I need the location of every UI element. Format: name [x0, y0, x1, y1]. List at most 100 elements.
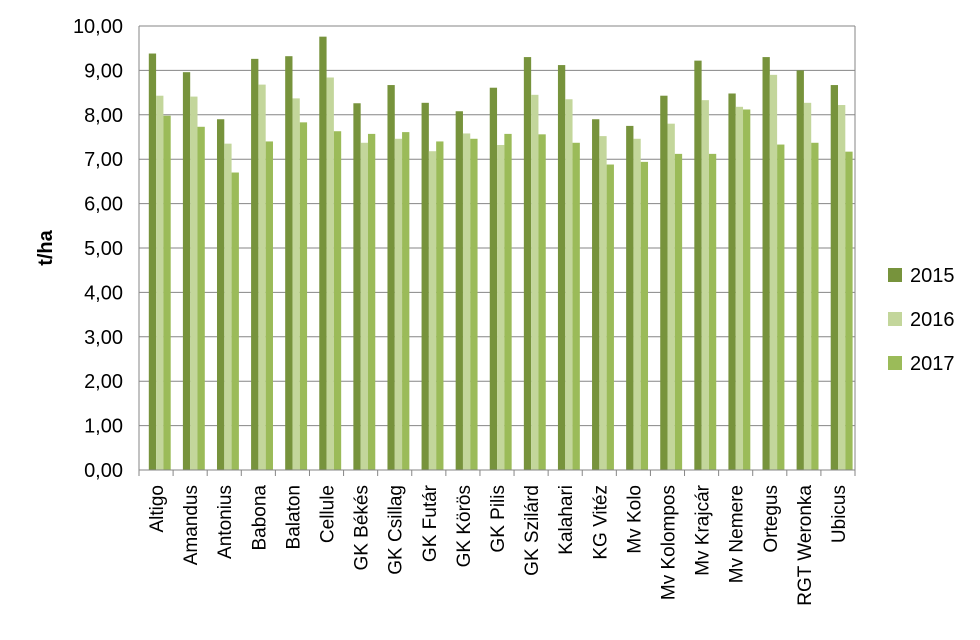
x-tick-label: GK Békés	[352, 485, 373, 571]
bar-2017	[640, 161, 649, 470]
bar-2017	[299, 122, 308, 471]
bar-2016	[667, 123, 675, 471]
y-tick-label: 2,00	[84, 371, 123, 393]
x-tick-label: Amandus	[181, 485, 202, 565]
bar-2017	[845, 151, 853, 471]
x-tick-label: Altigo	[147, 485, 168, 533]
bar-2016	[838, 105, 846, 471]
y-axis-label: t/ha	[35, 229, 57, 265]
x-tick-label: KG Vitéz	[590, 485, 611, 560]
y-tick-label: 4,00	[84, 282, 123, 304]
y-tick-label: 1,00	[84, 416, 123, 438]
bar-2017	[265, 141, 273, 470]
bar-2015	[557, 65, 566, 471]
bar-2016	[156, 95, 164, 470]
x-tick-label: Mv Nemere	[727, 485, 748, 583]
bar-2015	[455, 111, 463, 471]
x-tick-label: GK Körös	[454, 485, 475, 567]
legend-swatch-2016	[888, 312, 902, 326]
bar-2016	[769, 74, 778, 470]
bar-2016	[599, 136, 607, 470]
x-tick-label: Cellule	[318, 485, 339, 543]
bar-2016	[394, 138, 403, 470]
x-tick-label: Antonius	[215, 485, 236, 559]
x-tick-label: GK Futár	[420, 484, 441, 562]
x-tick-label: Ortegus	[761, 485, 782, 553]
legend-label: 2016	[910, 309, 955, 331]
y-tick-label: 7,00	[84, 149, 123, 171]
bar-2016	[803, 102, 812, 470]
bar-2016	[258, 84, 266, 470]
bar-2017	[231, 172, 239, 470]
y-tick-labels: 0,00 1,00 2,00 3,00 4,00 5,00 6,00 7,00 8,00 9,00…	[73, 16, 123, 482]
x-tick-label: Balaton	[283, 485, 304, 549]
bar-2016	[701, 100, 709, 470]
bar-2016	[360, 142, 368, 470]
legend: 2015 2016 2017	[888, 265, 955, 375]
y-tick-label: 0,00	[84, 460, 123, 482]
bar-2017	[708, 153, 717, 470]
x-tick-label: Kalahari	[556, 485, 577, 555]
bar-2015	[285, 56, 293, 470]
bar-2015	[592, 119, 600, 471]
bar-2016	[633, 138, 641, 470]
bar-2015	[251, 58, 259, 471]
bar-2017	[743, 109, 751, 471]
bar-2015	[796, 70, 804, 471]
bar-2017	[163, 115, 171, 471]
bar-2015	[762, 57, 770, 471]
bar-2015	[489, 87, 498, 470]
bar-2017	[777, 144, 785, 470]
legend-label: 2015	[910, 265, 955, 287]
axes	[138, 26, 856, 476]
x-tick-label: Ubicus	[829, 485, 850, 543]
bar-2016	[190, 96, 198, 470]
bar-2016	[565, 99, 573, 470]
y-tick-label: 6,00	[84, 194, 123, 216]
bar-2015	[182, 72, 191, 471]
bar-2017	[470, 138, 478, 470]
bar-2015	[830, 85, 839, 470]
bar-2017	[606, 164, 614, 470]
bar-2016	[735, 106, 744, 471]
bar-2016	[462, 133, 471, 470]
bar-2016	[224, 143, 232, 470]
x-tick-label: Mv Krajcár	[693, 484, 714, 575]
legend-swatch-2015	[888, 268, 902, 282]
bar-2015	[148, 53, 157, 470]
x-tick-label: GK Csillag	[386, 485, 407, 575]
bar-2017	[572, 142, 580, 470]
x-tick-labels: Altigo Amandus Antonius Babona Balaton Cellul…	[147, 484, 850, 605]
legend-swatch-2017	[888, 356, 902, 370]
legend-label: 2017	[910, 353, 955, 375]
x-tick-label: Mv Kolo	[624, 485, 645, 554]
bar-2016	[292, 98, 300, 470]
x-tick-label: GK Pilis	[488, 485, 509, 553]
x-tick-label: RGT Weronka	[795, 485, 816, 606]
bar-2015	[353, 103, 361, 471]
bar-2015	[387, 85, 395, 470]
bar-2015	[626, 125, 634, 471]
bar-2016	[428, 151, 437, 470]
bar-2016	[497, 144, 505, 470]
bar-2015	[421, 102, 429, 470]
bar-2017	[367, 133, 376, 470]
bar-2017	[333, 131, 342, 470]
bars	[148, 36, 853, 471]
bar-2017	[436, 141, 444, 470]
bar-2015	[523, 57, 532, 471]
x-tick-label: Mv Kolompos	[658, 485, 679, 600]
y-tick-label: 10,00	[73, 16, 123, 38]
y-tick-label: 5,00	[84, 238, 123, 260]
bar-2015	[216, 119, 225, 471]
bar-2017	[402, 132, 410, 470]
bar-2015	[660, 95, 668, 470]
y-tick-label: 3,00	[84, 327, 123, 349]
bar-2016	[326, 77, 334, 470]
x-tick-label: GK Szilárd	[522, 485, 543, 576]
bar-2017	[197, 126, 205, 471]
bar-2017	[504, 133, 512, 470]
bar-2017	[538, 134, 546, 470]
bar-2015	[694, 60, 702, 471]
